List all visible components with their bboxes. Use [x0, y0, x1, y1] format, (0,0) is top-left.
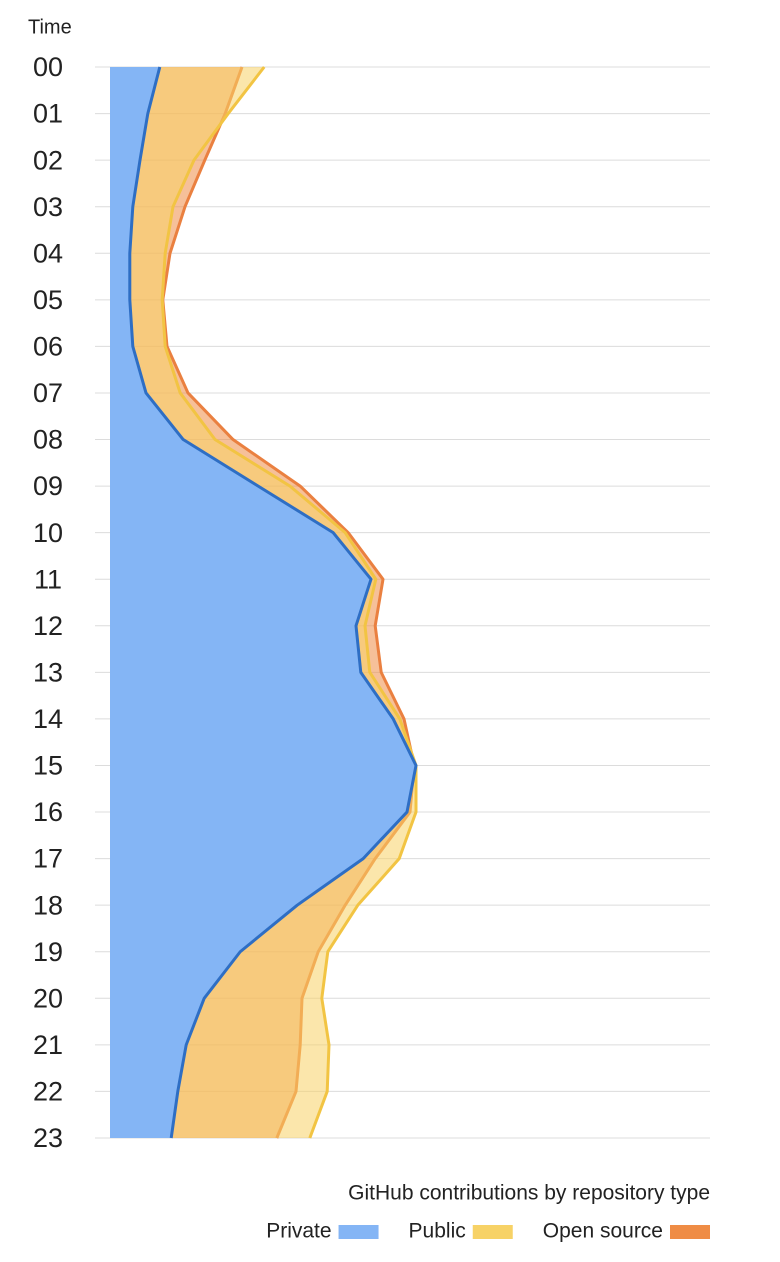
y-tick-label: 17: [33, 844, 63, 874]
y-tick-label: 01: [33, 99, 63, 129]
legend-swatch: [338, 1225, 379, 1239]
axis-label: Time: [28, 16, 72, 38]
area-line: [128, 66, 418, 1139]
legend-label: Public: [409, 1220, 466, 1243]
legend-swatch: [472, 1225, 513, 1239]
y-tick-label: 13: [33, 657, 63, 687]
y-tick-label: 22: [33, 1077, 63, 1107]
y-tick-label: 00: [33, 52, 63, 82]
y-tick-label: 05: [33, 285, 63, 315]
y-tick-label: 02: [33, 145, 63, 175]
y-tick-label: 08: [33, 425, 63, 455]
y-tick-label: 18: [33, 890, 63, 920]
area-line: [160, 66, 418, 1139]
y-tick-label: 06: [33, 332, 63, 362]
y-tick-label: 16: [33, 797, 63, 827]
y-tick-label: 10: [33, 518, 63, 548]
legend-label: Private: [266, 1220, 331, 1243]
y-tick-label: 20: [33, 983, 63, 1013]
y-tick-label: 21: [33, 1030, 63, 1060]
legend-label: Open source: [543, 1220, 663, 1243]
area: [110, 67, 416, 1138]
y-tick-label: 03: [33, 192, 63, 222]
y-tick-label: 19: [33, 937, 63, 967]
y-tick-label: 15: [33, 751, 63, 781]
y-tick-label: 11: [34, 564, 62, 594]
y-tick-label: 23: [33, 1123, 63, 1153]
chart-title: GitHub contributions by repository type: [348, 1182, 710, 1205]
y-tick-label: 07: [33, 378, 63, 408]
y-tick-label: 09: [33, 471, 63, 501]
y-tick-label: 12: [33, 611, 63, 641]
legend-swatch: [670, 1225, 710, 1239]
y-tick-label: 14: [33, 704, 63, 734]
y-tick-label: 04: [33, 238, 63, 268]
